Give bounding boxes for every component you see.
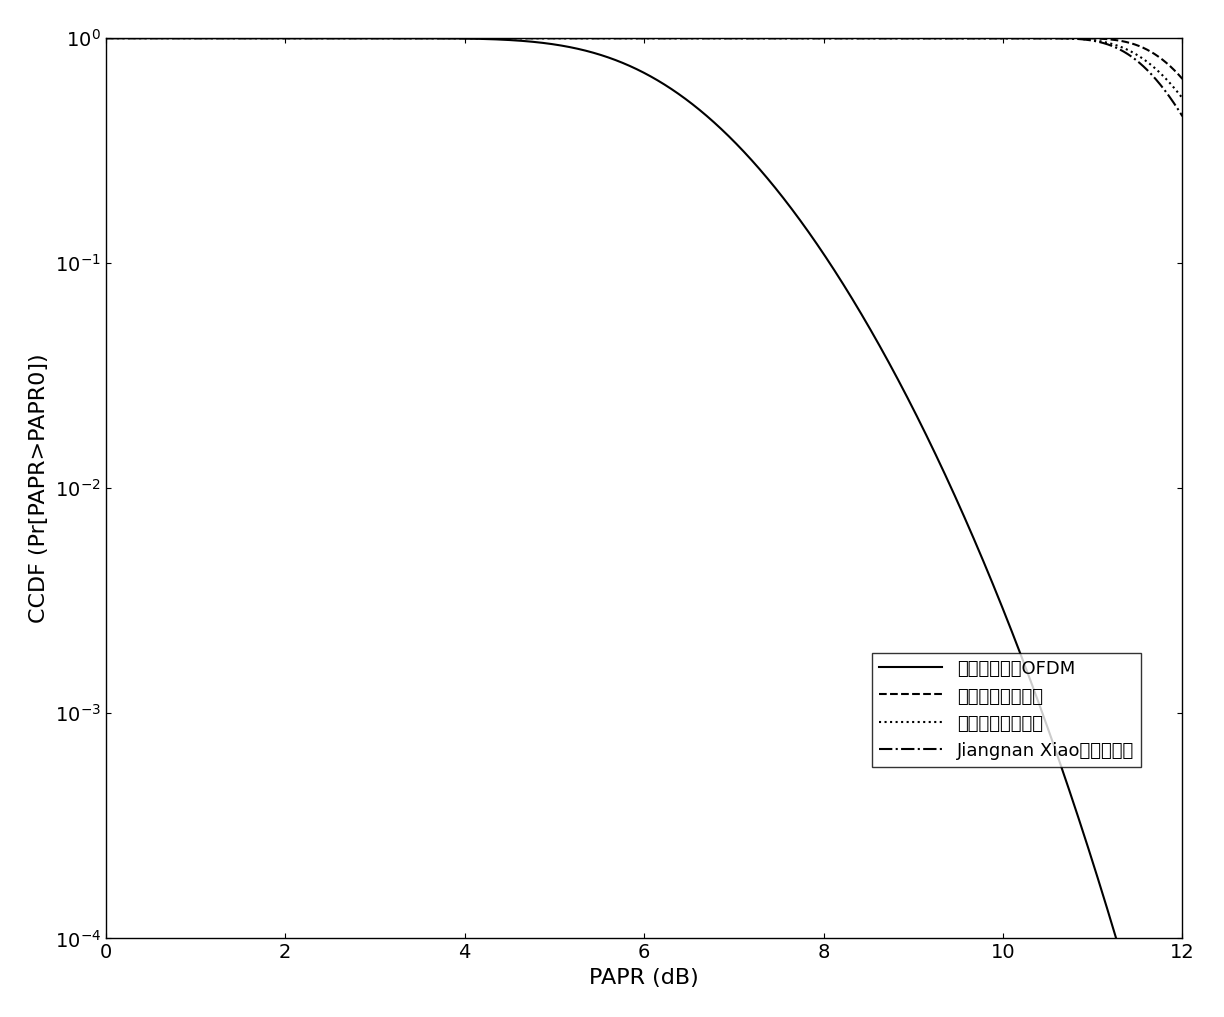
胡梅霤提出的方法 xyxy=(1105,34,1120,46)
Jiangnan Xiao提出的方法 xyxy=(789,32,804,44)
本发明提出的方法 xyxy=(749,32,764,44)
Jiangnan Xiao提出的方法 xyxy=(749,32,764,44)
正交频分复用OFDM xyxy=(98,32,113,44)
Y-axis label: CCDF (Pr[PAPR>PAPR0]): CCDF (Pr[PAPR>PAPR0]) xyxy=(29,354,49,623)
正交频分复用OFDM xyxy=(789,210,804,222)
正交频分复用OFDM xyxy=(749,160,764,172)
正交频分复用OFDM xyxy=(869,335,884,347)
本发明提出的方法 xyxy=(1175,93,1190,105)
Legend: 正交频分复用OFDM, 胡梅霤提出的方法, 本发明提出的方法, Jiangnan Xiao提出的方法: 正交频分复用OFDM, 胡梅霤提出的方法, 本发明提出的方法, Jiangnan… xyxy=(871,653,1141,768)
胡梅霤提出的方法 xyxy=(789,32,804,44)
胡梅霤提出的方法 xyxy=(367,32,382,44)
胡梅霤提出的方法 xyxy=(1175,73,1190,85)
Jiangnan Xiao提出的方法 xyxy=(607,32,622,44)
正交频分复用OFDM xyxy=(1105,920,1120,933)
本发明提出的方法 xyxy=(789,32,804,44)
胡梅霤提出的方法 xyxy=(749,32,764,44)
Jiangnan Xiao提出的方法 xyxy=(1175,110,1190,122)
Jiangnan Xiao提出的方法 xyxy=(1105,40,1120,52)
胡梅霤提出的方法 xyxy=(607,32,622,44)
正交频分复用OFDM xyxy=(367,32,382,44)
Line: Jiangnan Xiao提出的方法: Jiangnan Xiao提出的方法 xyxy=(105,38,1182,116)
Jiangnan Xiao提出的方法 xyxy=(367,32,382,44)
X-axis label: PAPR (dB): PAPR (dB) xyxy=(589,968,699,988)
本发明提出的方法 xyxy=(367,32,382,44)
Line: 正交频分复用OFDM: 正交频分复用OFDM xyxy=(105,38,1182,1017)
Line: 本发明提出的方法: 本发明提出的方法 xyxy=(105,38,1182,99)
Line: 胡梅霤提出的方法: 胡梅霤提出的方法 xyxy=(105,38,1182,79)
本发明提出的方法 xyxy=(98,32,113,44)
Jiangnan Xiao提出的方法 xyxy=(98,32,113,44)
胡梅霤提出的方法 xyxy=(98,32,113,44)
本发明提出的方法 xyxy=(607,32,622,44)
正交频分复用OFDM xyxy=(607,54,622,66)
本发明提出的方法 xyxy=(869,32,884,44)
胡梅霤提出的方法 xyxy=(869,32,884,44)
本发明提出的方法 xyxy=(1105,38,1120,50)
Jiangnan Xiao提出的方法 xyxy=(869,32,884,44)
